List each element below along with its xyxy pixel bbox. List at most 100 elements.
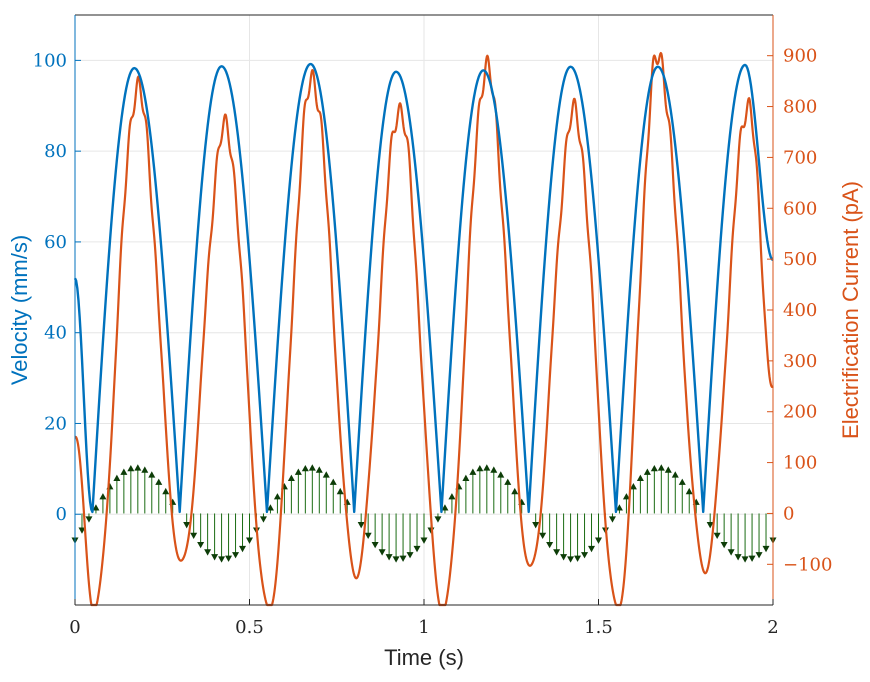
stem-marker-up xyxy=(113,474,121,481)
stem-marker-up xyxy=(622,493,630,500)
stem-marker-down xyxy=(413,545,421,553)
stem-marker-down xyxy=(748,555,756,562)
current-series xyxy=(74,51,774,607)
stem-marker-up xyxy=(120,468,128,475)
y-right-tick-label: 100 xyxy=(783,453,817,474)
stem-marker-up xyxy=(664,466,672,473)
stem-marker-up xyxy=(490,466,498,473)
velocity-line xyxy=(73,62,774,514)
stem-marker-down xyxy=(232,552,240,559)
stem-marker-up xyxy=(99,493,107,500)
y-left-tick-label: 100 xyxy=(33,50,67,71)
stem-marker-up xyxy=(650,464,658,472)
stem-marker-up xyxy=(301,464,309,472)
stem-marker-up xyxy=(315,466,323,473)
stem-marker-down xyxy=(239,545,247,553)
stem-marker-down xyxy=(259,516,267,523)
stem-marker-up xyxy=(127,464,135,472)
stem-marker-down xyxy=(734,554,742,561)
y-left-tick-label: 40 xyxy=(44,323,67,344)
stem-marker-down xyxy=(560,554,568,561)
stem-marker-down xyxy=(727,549,735,556)
x-tick-label: 0 xyxy=(69,617,80,638)
stem-marker-up xyxy=(92,504,100,511)
stem-marker-down xyxy=(595,537,602,544)
stem-marker-up xyxy=(678,478,686,485)
stem-marker-up xyxy=(511,487,519,495)
y-right-tick-label: 700 xyxy=(783,147,817,168)
stem-marker-down xyxy=(553,549,561,556)
stem-marker-up xyxy=(629,483,637,490)
stem-marker-up xyxy=(134,464,142,471)
stem-marker-down xyxy=(706,522,714,529)
stem-marker-down xyxy=(371,541,379,549)
stem-marker-down xyxy=(546,541,554,549)
y-right-tick-label: 900 xyxy=(783,46,817,67)
stem-marker-down xyxy=(246,537,253,544)
y-left-tick-label: 0 xyxy=(56,504,67,525)
stem-marker-down xyxy=(218,556,226,563)
stem-marker-up xyxy=(162,487,170,495)
current-line xyxy=(74,51,774,607)
stem-marker-down xyxy=(204,549,212,556)
stem-marker-up xyxy=(448,493,456,500)
y-right-tick-label: 500 xyxy=(783,249,817,270)
stem-marker-down xyxy=(608,516,616,523)
stem-marker-up xyxy=(636,474,644,481)
axes xyxy=(74,14,774,606)
stem-marker-down xyxy=(532,522,540,529)
stem-marker-up xyxy=(615,504,623,511)
stem-marker-up xyxy=(141,466,149,473)
stem-marker-up xyxy=(657,464,665,471)
y-right-tick-label: 0 xyxy=(783,503,794,524)
stem-marker-up xyxy=(497,471,505,478)
stem-marker-down xyxy=(434,516,442,523)
x-tick-label: 1 xyxy=(418,617,429,638)
stem-marker-down xyxy=(567,556,575,563)
stem-marker-down xyxy=(225,555,233,562)
stem-marker-up xyxy=(266,504,274,511)
stem-marker-down xyxy=(399,555,407,562)
y-right-tick-label: 300 xyxy=(783,351,817,372)
y-axis-right-label: Electrification Current (pA) xyxy=(838,181,863,439)
stem-marker-up xyxy=(476,464,484,472)
stem-marker-up xyxy=(329,478,337,485)
x-tick-label: 0.5 xyxy=(235,617,264,638)
y-left-tick-label: 20 xyxy=(44,413,67,434)
stem-marker-down xyxy=(211,554,219,561)
x-axis-label: Time (s) xyxy=(384,645,464,670)
stem-marker-down xyxy=(378,549,386,556)
x-tick-label: 1.5 xyxy=(584,617,613,638)
y-right-tick-label: 200 xyxy=(783,402,817,423)
stem-marker-down xyxy=(588,545,596,553)
stem-marker-up xyxy=(441,504,449,511)
stem-marker-down xyxy=(539,532,547,540)
stem-marker-down xyxy=(357,522,365,529)
x-tick-label: 2 xyxy=(767,617,778,638)
stem-marker-down xyxy=(420,537,428,544)
y-axis-left-label: Velocity (mm/s) xyxy=(7,235,32,385)
stem-marker-up xyxy=(287,474,295,481)
stem-marker-down xyxy=(364,532,372,540)
tick-labels: 0 0.5 1 1.5 2020406080100−100010020030040050… xyxy=(33,46,833,638)
y-right-tick-label: 800 xyxy=(783,97,817,118)
stem-marker-down xyxy=(762,545,770,553)
y-left-tick-label: 80 xyxy=(44,141,67,162)
stem-marker-down xyxy=(741,556,749,563)
stem-marker-down xyxy=(85,516,93,523)
y-right-tick-label: 600 xyxy=(783,198,817,219)
y-right-tick-label: −100 xyxy=(783,554,832,575)
stem-marker-down xyxy=(755,552,763,559)
stem-marker-up xyxy=(155,478,163,485)
stem-marker-up xyxy=(643,468,651,475)
stem-marker-up xyxy=(671,471,679,478)
stem-marker-up xyxy=(308,464,316,471)
stem-marker-up xyxy=(504,478,512,485)
stem-marker-down xyxy=(197,541,205,549)
stem-marker-down xyxy=(190,532,198,540)
stem-marker-up xyxy=(462,474,470,481)
stem-marker-up xyxy=(483,464,491,471)
y-right-tick-label: 400 xyxy=(783,300,817,321)
velocity-series xyxy=(73,62,774,514)
